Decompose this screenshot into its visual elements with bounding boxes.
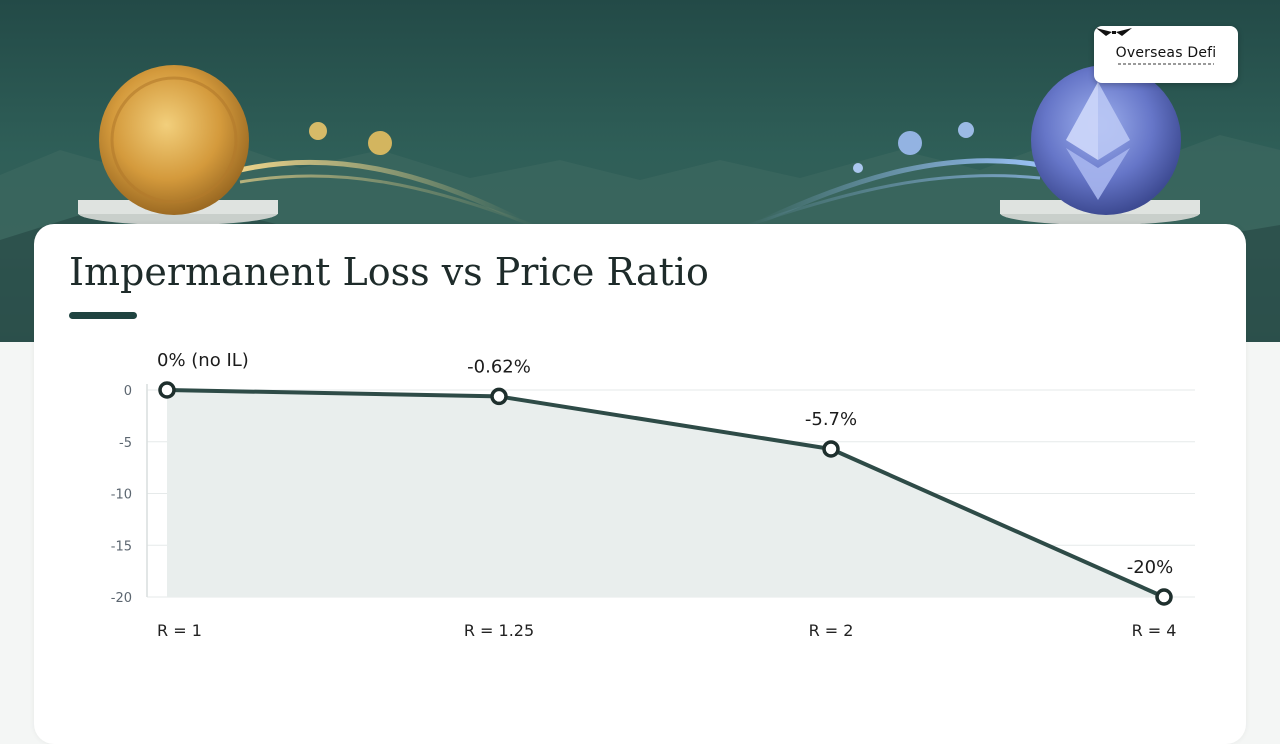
x-tick-label: R = 1 bbox=[157, 621, 202, 640]
data-label: -20% bbox=[1127, 557, 1174, 578]
x-tick-label: R = 4 bbox=[1132, 621, 1177, 640]
data-label: 0% (no IL) bbox=[157, 350, 249, 371]
brand-tagline-rule bbox=[1118, 63, 1214, 65]
x-tick-label: R = 1.25 bbox=[464, 621, 534, 640]
y-tick-label: 0 bbox=[124, 384, 132, 399]
brand-logo: Overseas Defi bbox=[1094, 26, 1238, 83]
data-point bbox=[490, 387, 508, 406]
y-tick-label: -15 bbox=[111, 539, 132, 554]
title-underline bbox=[69, 312, 137, 319]
data-label: -5.7% bbox=[805, 409, 857, 430]
data-point bbox=[158, 381, 176, 399]
gold-coin-icon bbox=[99, 65, 249, 215]
x-tick-label: R = 2 bbox=[809, 621, 854, 640]
y-tick-label: -20 bbox=[111, 591, 132, 606]
y-tick-label: -5 bbox=[119, 436, 132, 451]
chart-svg: 0 -5 -10 -15 -20 0% (no IL) R = 1 -0.62% R = 1.2… bbox=[111, 350, 1195, 640]
data-label: -0.62% bbox=[467, 356, 531, 377]
area-fill bbox=[167, 390, 1164, 597]
chart-title: Impermanent Loss vs Price Ratio bbox=[69, 250, 709, 294]
series-line bbox=[166, 388, 1165, 599]
brand-name: Overseas Defi bbox=[1115, 45, 1217, 61]
y-tick-label: -10 bbox=[111, 488, 132, 503]
wings-logo-icon bbox=[1096, 28, 1132, 36]
data-point bbox=[1155, 588, 1173, 606]
data-point bbox=[822, 440, 840, 458]
